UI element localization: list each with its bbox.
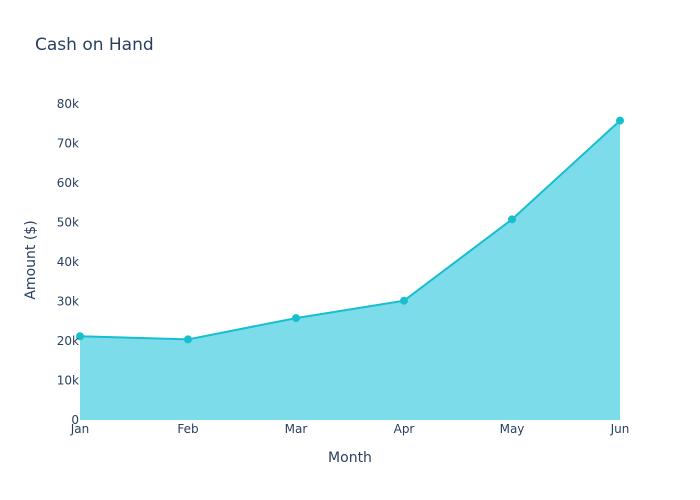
y-tick-label: 10k [57,374,79,388]
data-point-mar[interactable] [292,314,300,323]
x-tick-label: Jun [610,422,630,436]
y-tick-label: 0 [71,413,79,427]
y-axis-title: Amount ($) [23,220,39,299]
chart-title: Cash on Hand [35,35,154,55]
y-tick-label: 80k [57,97,79,111]
data-point-feb[interactable] [184,335,192,344]
line-layer [79,119,621,341]
y-tick-label: 60k [57,176,79,190]
series-line [79,119,621,341]
y-tick-label: 20k [57,334,79,348]
x-tick-label: Apr [394,422,415,436]
x-axis-title: Month [328,450,372,466]
y-tick-label: 70k [57,137,79,151]
area-layer [80,120,620,420]
data-point-apr[interactable] [400,296,408,305]
y-tick-labels: 0 10k 20k 30k 40k 50k 60k 70k 80k [57,97,79,427]
y-tick-label: 50k [57,216,79,230]
x-tick-label: Mar [285,422,308,436]
area-fill [80,120,620,420]
x-tick-labels: Jan Feb Mar Apr May Jun [70,422,630,436]
data-point-may[interactable] [508,215,516,224]
x-tick-label: Feb [177,422,198,436]
x-tick-label: May [500,422,525,436]
points-layer [76,116,624,344]
data-point-jun[interactable] [616,116,624,125]
y-tick-label: 30k [57,295,79,309]
data-point-jan[interactable] [76,332,84,341]
x-tick-label: Jan [70,422,90,436]
y-tick-label: 40k [57,255,79,269]
